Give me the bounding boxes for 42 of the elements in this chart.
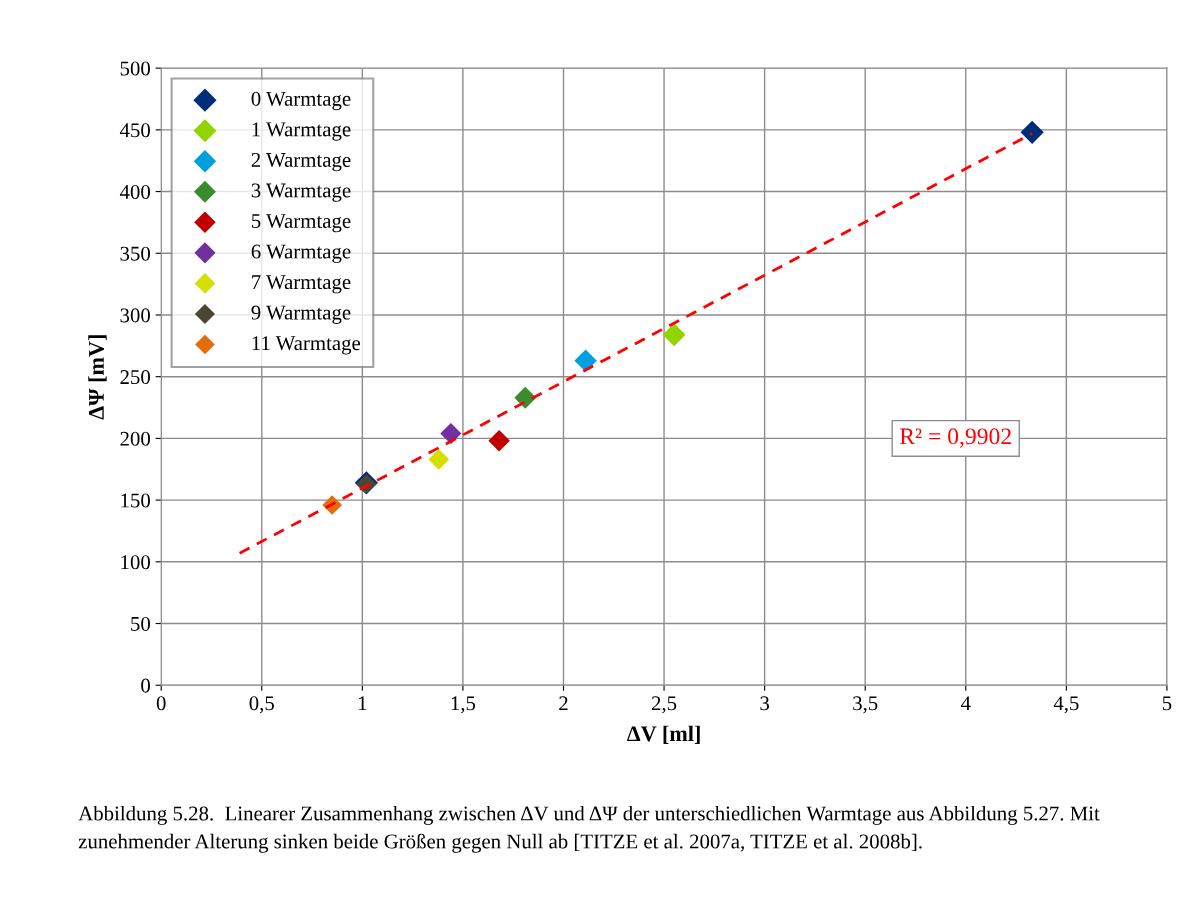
x-tick-label: 3,5	[853, 696, 878, 714]
y-axis-title: ΔΨ [mV]	[88, 335, 107, 420]
x-tick-label: 3	[760, 696, 770, 711]
x-tick-label: 1,5	[451, 696, 476, 714]
y-tick-label: 200	[120, 431, 150, 446]
y-tick-label: 300	[120, 308, 150, 323]
annotation: R² = 0,9902	[899, 428, 1011, 448]
y-tick-label: 450	[119, 123, 150, 138]
point	[574, 349, 597, 372]
point	[662, 323, 686, 347]
point	[514, 386, 537, 409]
y-tick-label: 100	[121, 555, 150, 570]
y-tick-label: 0	[141, 678, 150, 693]
y-tick-label: 50	[131, 616, 150, 631]
legend-label: 1 Warmtage	[252, 122, 351, 141]
legend-label: 9 Warmtage	[251, 305, 351, 324]
y-tick-label: 500	[120, 61, 150, 76]
x-tick-label: 2	[559, 696, 568, 711]
y-tick-label: 400	[119, 184, 150, 199]
legend-label: 0 Warmtage	[251, 91, 351, 111]
x-tick-label: 1	[358, 696, 367, 711]
point	[488, 430, 510, 452]
text: Abbildung 5.28. Linearer Zusammenhang zwischen ΔV und ΔΨ der unterschiedlichen Warmtage aus Abbildung 5.27. Mit zunehmender Alterung sinken beide Größen gegen Null ab [TITZE et al. 2007a, TITZE et al. 2008b].	[78, 805, 1100, 853]
point	[1020, 120, 1044, 144]
x-tick-label: 0,5	[249, 696, 274, 714]
x-tick-label: 5	[1162, 696, 1172, 711]
legend-label: 3 Warmtage	[251, 183, 351, 202]
x-tick-label: 0	[156, 696, 166, 711]
legend-label: 5 Warmtage	[252, 214, 351, 233]
x-tick-label: 4	[960, 696, 971, 711]
x-axis-title: ΔV [ml]	[627, 725, 700, 745]
y-tick-label: 350	[120, 246, 150, 261]
point	[428, 449, 450, 470]
y-tick-label: 250	[120, 370, 150, 385]
x-tick-label: 4,5	[1053, 696, 1079, 714]
legend-label: 6 Warmtage	[251, 244, 351, 263]
legend-label: 2 Warmtage	[251, 152, 351, 172]
legend-label: 7 Warmtage	[252, 275, 351, 294]
x-tick-label: 2,5	[651, 696, 677, 714]
point	[440, 422, 462, 444]
legend-label: 11 Warmtage	[252, 336, 361, 355]
y-tick-label: 150	[121, 493, 150, 508]
